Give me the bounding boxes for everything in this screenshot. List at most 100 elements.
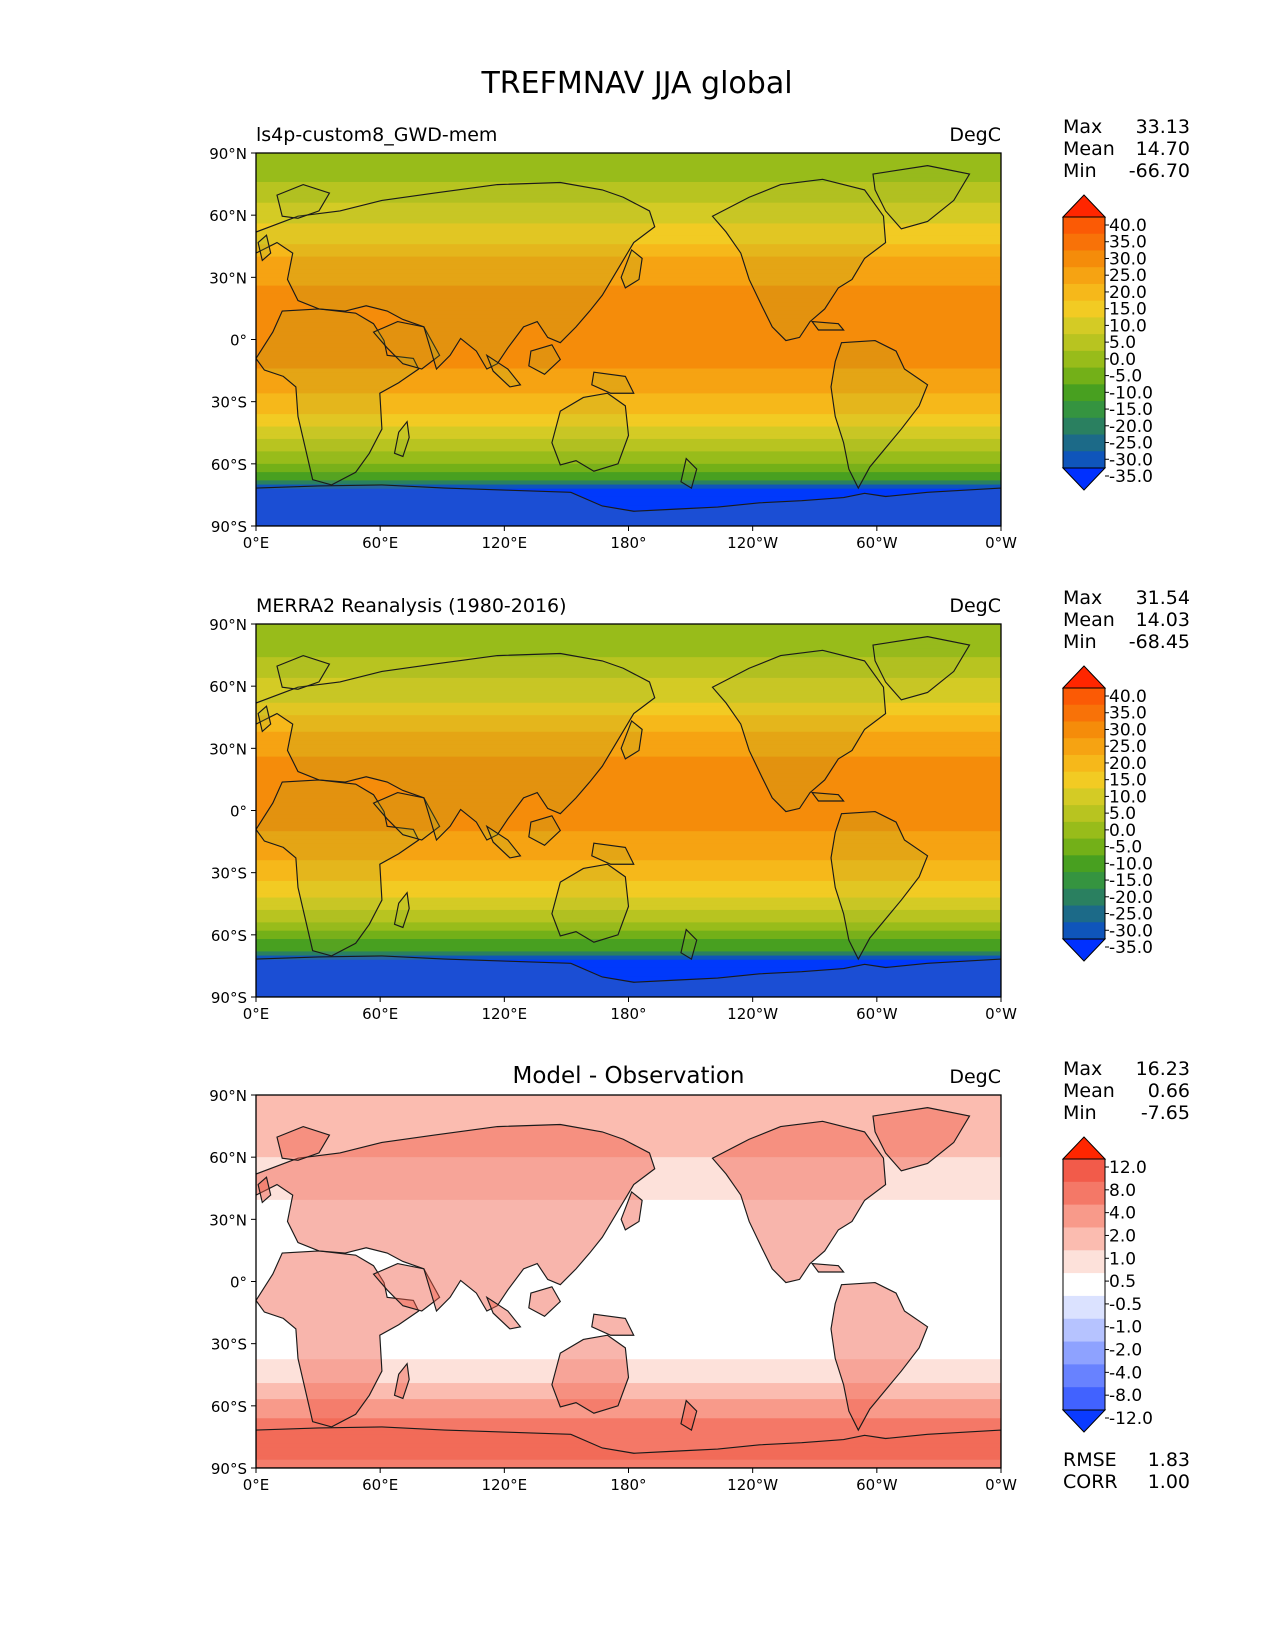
colorbar-segment bbox=[1063, 1364, 1105, 1388]
x-tick-label: 120°E bbox=[482, 534, 528, 552]
colorbar-segment bbox=[1063, 384, 1105, 402]
colorbar-segment bbox=[1063, 401, 1105, 419]
field-band bbox=[256, 640, 1001, 646]
field-band bbox=[256, 1098, 1001, 1104]
field-band bbox=[256, 909, 1001, 915]
field-band bbox=[256, 628, 1001, 633]
colorbar-segment bbox=[1063, 688, 1105, 706]
colorbar-tick-label: 12.0 bbox=[1109, 1158, 1147, 1178]
colorbar-segment bbox=[1063, 805, 1105, 823]
stat-value: 0.66 bbox=[1148, 1080, 1190, 1102]
field-band bbox=[256, 914, 1001, 919]
field-band bbox=[256, 1447, 1001, 1453]
map-field bbox=[256, 153, 1001, 526]
field-band bbox=[256, 1426, 1001, 1432]
y-tick-label: 60°N bbox=[209, 678, 247, 696]
x-tick-label: 60°W bbox=[856, 1476, 898, 1494]
x-tick-label: 0°E bbox=[243, 534, 270, 552]
colorbar-segment bbox=[1063, 788, 1105, 806]
field-band bbox=[256, 781, 1001, 787]
field-band bbox=[256, 293, 1001, 299]
colorbar-segment bbox=[1063, 922, 1105, 940]
field-band bbox=[256, 818, 1001, 824]
field-band bbox=[256, 343, 1001, 349]
colorbar-over-arrow bbox=[1061, 194, 1107, 218]
colorbar-segment bbox=[1063, 300, 1105, 318]
field-band bbox=[256, 447, 1001, 452]
colorbar-segment bbox=[1063, 334, 1105, 352]
field-band bbox=[256, 1395, 1001, 1400]
x-tick-label: 60°E bbox=[362, 534, 398, 552]
field-band bbox=[256, 476, 1001, 482]
field-band bbox=[256, 1246, 1001, 1252]
field-band bbox=[256, 418, 1001, 423]
colorbar-tick-label: 25.0 bbox=[1109, 266, 1147, 286]
colorbar-segment bbox=[1063, 451, 1105, 469]
field-band bbox=[256, 434, 1001, 440]
colorbar-under-arrow bbox=[1061, 938, 1107, 962]
x-tick-label: 0°W bbox=[985, 1005, 1017, 1023]
field-band bbox=[256, 331, 1001, 336]
x-tick-label: 60°W bbox=[856, 1005, 898, 1023]
colorbar-tick-label: -10.0 bbox=[1109, 854, 1153, 874]
colorbar-segment bbox=[1063, 721, 1105, 739]
colorbar-tick-label: -1.0 bbox=[1109, 1318, 1142, 1338]
colorbar-tick-label: 8.0 bbox=[1109, 1181, 1136, 1201]
colorbar-tick-label: 10.0 bbox=[1109, 787, 1147, 807]
field-band bbox=[256, 1443, 1001, 1448]
colorbar-segment bbox=[1063, 1250, 1105, 1274]
y-tick-label: 60°S bbox=[211, 927, 247, 945]
field-band bbox=[256, 1300, 1001, 1306]
field-band bbox=[256, 376, 1001, 382]
field-band bbox=[256, 372, 1001, 378]
field-band bbox=[256, 409, 1001, 415]
field-band bbox=[256, 1196, 1001, 1201]
field-band bbox=[256, 335, 1001, 341]
y-tick-label: 0° bbox=[230, 803, 247, 821]
field-band bbox=[256, 463, 1001, 469]
field-band bbox=[256, 1320, 1001, 1325]
field-band bbox=[256, 157, 1001, 162]
colorbar-tick-label: 35.0 bbox=[1109, 233, 1147, 253]
colorbar-tick-label: 30.0 bbox=[1109, 720, 1147, 740]
field-band bbox=[256, 839, 1001, 845]
field-band bbox=[256, 414, 1001, 419]
stat-label: Mean bbox=[1063, 138, 1115, 160]
field-band bbox=[256, 889, 1001, 894]
y-tick-label: 30°N bbox=[209, 740, 247, 758]
field-band bbox=[256, 1095, 1001, 1100]
field-band bbox=[256, 1343, 1001, 1349]
y-tick-label: 30°N bbox=[209, 269, 247, 287]
field-band bbox=[256, 480, 1001, 486]
panel-title: Model - Observation bbox=[512, 1063, 744, 1089]
field-band bbox=[256, 443, 1001, 448]
colorbar-tick-label: 40.0 bbox=[1109, 216, 1147, 236]
field-band bbox=[256, 1102, 1001, 1108]
field-band bbox=[256, 173, 1001, 179]
field-band bbox=[256, 785, 1001, 791]
colorbar-tick-label: -0.5 bbox=[1109, 1295, 1142, 1315]
y-tick-label: 30°N bbox=[209, 1211, 247, 1229]
colorbar-tick-label: 25.0 bbox=[1109, 737, 1147, 757]
colorbar-segment bbox=[1063, 855, 1105, 873]
colorbar-tick-label: -15.0 bbox=[1109, 871, 1153, 891]
field-band bbox=[256, 951, 1001, 957]
stat-label: Min bbox=[1063, 160, 1097, 182]
field-band bbox=[256, 959, 1001, 965]
stat-label: Min bbox=[1063, 631, 1097, 653]
field-band bbox=[256, 972, 1001, 977]
field-band bbox=[256, 943, 1001, 948]
colorbar-segment bbox=[1063, 283, 1105, 302]
field-band bbox=[256, 1434, 1001, 1440]
colorbar-tick-label: 15.0 bbox=[1109, 771, 1147, 791]
field-band bbox=[256, 1402, 1001, 1407]
x-tick-label: 0°E bbox=[243, 1005, 270, 1023]
colorbar-segment bbox=[1063, 1273, 1105, 1297]
field-band bbox=[256, 868, 1001, 874]
field-band bbox=[256, 1106, 1001, 1112]
colorbar-segment bbox=[1063, 1341, 1105, 1365]
field-band bbox=[256, 1269, 1001, 1275]
field-band bbox=[256, 644, 1001, 650]
field-band bbox=[256, 1347, 1001, 1353]
colorbar-tick-label: -25.0 bbox=[1109, 905, 1153, 925]
